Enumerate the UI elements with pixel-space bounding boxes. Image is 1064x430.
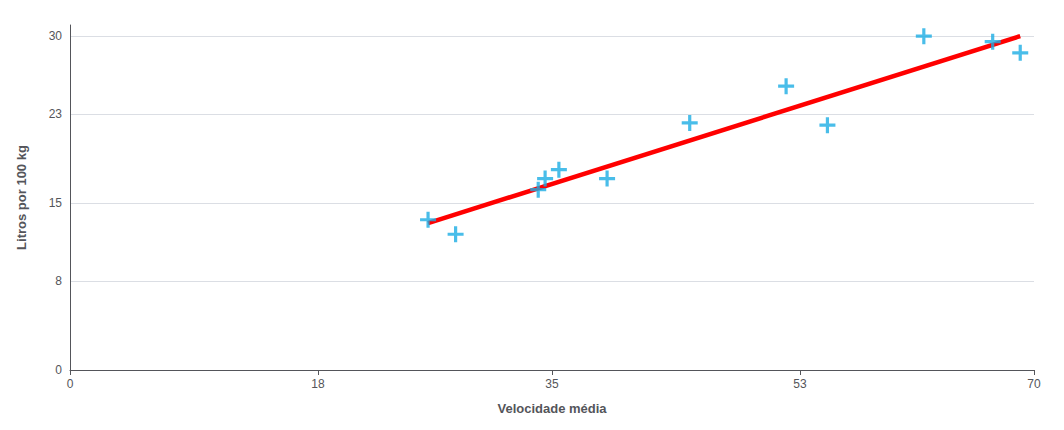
svg-text:15: 15 <box>49 196 63 210</box>
svg-text:53: 53 <box>793 377 807 391</box>
svg-text:Litros por 100 kg: Litros por 100 kg <box>14 145 29 250</box>
svg-text:18: 18 <box>311 377 325 391</box>
svg-text:8: 8 <box>55 274 62 288</box>
svg-text:Velocidade média: Velocidade média <box>497 401 607 416</box>
svg-text:0: 0 <box>67 377 74 391</box>
svg-text:23: 23 <box>49 107 63 121</box>
svg-text:35: 35 <box>545 377 559 391</box>
svg-text:0: 0 <box>55 363 62 377</box>
svg-text:30: 30 <box>49 29 63 43</box>
svg-text:70: 70 <box>1027 377 1041 391</box>
